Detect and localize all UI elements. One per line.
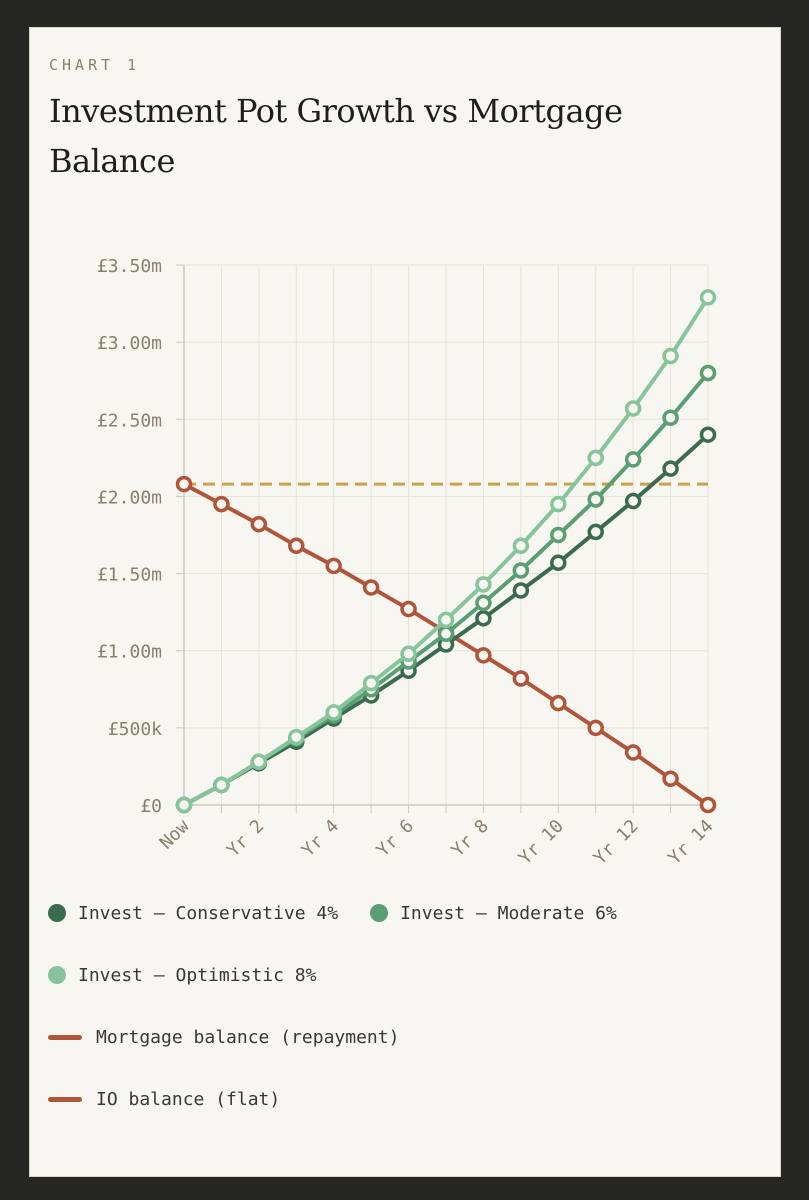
x-tick-label: Yr 6: [373, 816, 419, 862]
x-tick-label: Yr 4: [298, 816, 344, 862]
series-0-point: [512, 582, 530, 599]
legend-label-optimistic: Invest – Optimistic 8%: [78, 964, 317, 986]
series-0-point: [475, 610, 492, 627]
legend-label-mortgage: Mortgage balance (repayment): [96, 1026, 400, 1048]
y-tick-label: £1.50m: [97, 565, 162, 586]
series-2-point: [512, 537, 530, 555]
series-1-point: [437, 625, 455, 642]
series-0-point: [662, 460, 679, 477]
y-tick-label: £1.00m: [97, 642, 162, 663]
series-3-point: [699, 796, 717, 814]
series-1-point: [587, 491, 604, 508]
series-2-point: [662, 347, 679, 365]
series-2-point: [400, 645, 417, 663]
series-3-point: [325, 557, 342, 575]
series-2-point: [250, 753, 268, 771]
legend-swatch-moderate: [370, 904, 389, 922]
series-0-point: [699, 426, 717, 443]
legend-label-moderate: Invest – Moderate 6%: [400, 902, 617, 924]
series-2-point: [587, 449, 604, 467]
legend-item-conservative[interactable]: Invest – Conservative 4%: [48, 903, 338, 924]
x-axis-ticks: Now Yr 2 Yr 4 Yr 6 Yr 8 Yr 10 Yr 12 Yr 14: [156, 816, 718, 869]
y-tick-label: £2.50m: [97, 410, 162, 431]
chart-axes: [176, 264, 709, 813]
series-3-point: [362, 579, 380, 596]
y-tick-label: £500k: [108, 719, 162, 740]
series-3-point: [624, 744, 642, 761]
chart-series: [175, 289, 717, 814]
series-1-point: [475, 594, 492, 612]
series-3-point: [475, 647, 492, 664]
x-tick-label: Yr 14: [664, 816, 717, 869]
series-2-point: [624, 400, 642, 417]
legend-swatch-io: [48, 1096, 82, 1102]
x-tick-label: Yr 10: [515, 816, 568, 869]
y-tick-label: £2.00m: [97, 487, 162, 508]
series-1-point: [512, 562, 530, 579]
y-tick-label: £3.50m: [97, 256, 162, 277]
series-2-point: [213, 776, 230, 794]
legend-swatch-optimistic: [48, 966, 66, 984]
series-0-point: [624, 492, 642, 510]
series-3-point: [662, 770, 679, 788]
series-3-point: [587, 719, 604, 737]
series-3-point: [400, 600, 417, 618]
series-3-point: [512, 670, 530, 687]
x-tick-label: Yr 8: [447, 816, 493, 862]
legend-item-optimistic[interactable]: Invest – Optimistic 8%: [48, 965, 316, 986]
series-1-point: [550, 526, 567, 544]
series-2-point: [288, 728, 305, 746]
legend-label-io: IO balance (flat): [96, 1088, 281, 1110]
chart-eyebrow: CHART 1: [49, 56, 141, 74]
x-tick-label: Now: [156, 816, 194, 854]
y-tick-label: £3.00m: [97, 333, 162, 354]
x-tick-label: Yr 2: [223, 816, 269, 862]
line-chart: £0 £500k £1.00m £1.50m £2.00m £2.50m £3.00m £3.…: [97, 256, 718, 869]
x-tick-label: Yr 12: [590, 816, 643, 869]
series-3-point: [288, 537, 305, 555]
chart-legend: Invest – Conservative 4% Invest – Modera…: [48, 898, 728, 1146]
legend-item-mortgage[interactable]: Mortgage balance (repayment): [48, 1027, 399, 1048]
chart-grid: [183, 264, 709, 806]
legend-item-io[interactable]: IO balance (flat): [48, 1089, 280, 1110]
series-3-point: [175, 475, 193, 493]
legend-swatch-mortgage: [48, 1034, 82, 1040]
y-tick-label: £0: [140, 796, 162, 817]
series-1-point: [699, 364, 717, 382]
chart-title: Investment Pot Growth vs Mortgage Balanc…: [49, 92, 623, 180]
series-2-point: [362, 674, 380, 692]
series-2-point: [325, 704, 342, 721]
legend-item-moderate[interactable]: Invest – Moderate 6%: [370, 903, 617, 924]
y-axis-ticks: £0 £500k £1.00m £1.50m £2.00m £2.50m £3.00m £3.…: [97, 256, 162, 817]
legend-swatch-conservative: [48, 904, 66, 922]
series-1-point: [662, 409, 679, 426]
series-2-point: [475, 576, 492, 593]
series-3-point: [550, 694, 567, 712]
series-0-point: [587, 523, 604, 541]
series-0-point: [550, 554, 567, 572]
series-1-point: [624, 451, 642, 468]
series-3-point: [213, 495, 230, 513]
series-2-point: [175, 796, 193, 814]
legend-label-conservative: Invest – Conservative 4%: [78, 902, 339, 924]
series-2-point: [699, 289, 717, 306]
series-2-point: [550, 495, 567, 513]
series-2-point: [437, 611, 455, 629]
series-3-point: [250, 515, 268, 533]
